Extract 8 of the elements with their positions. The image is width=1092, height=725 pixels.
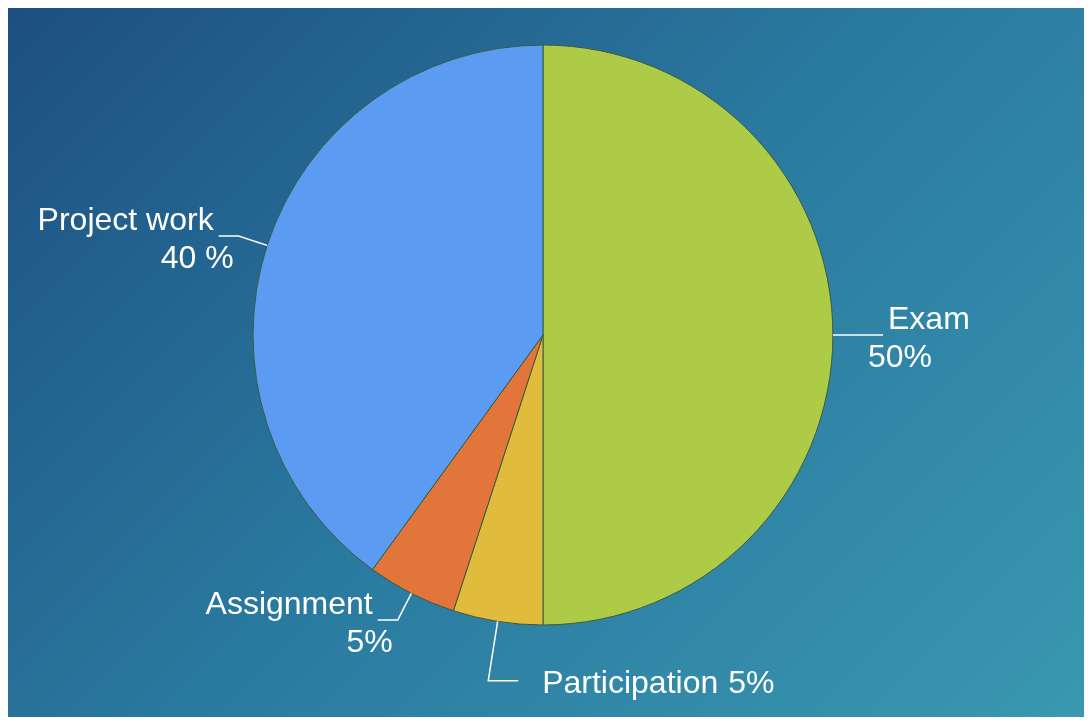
data-label: 5% (728, 663, 775, 700)
slice-label: Exam (888, 300, 970, 336)
data-label: 50% (868, 338, 933, 374)
slice-label: Project work (37, 201, 215, 238)
slice-label: Assignment (205, 585, 373, 622)
slice-label: Participation (542, 663, 719, 700)
data-label: 40 % (160, 239, 234, 276)
data-label: 5% (346, 623, 393, 660)
